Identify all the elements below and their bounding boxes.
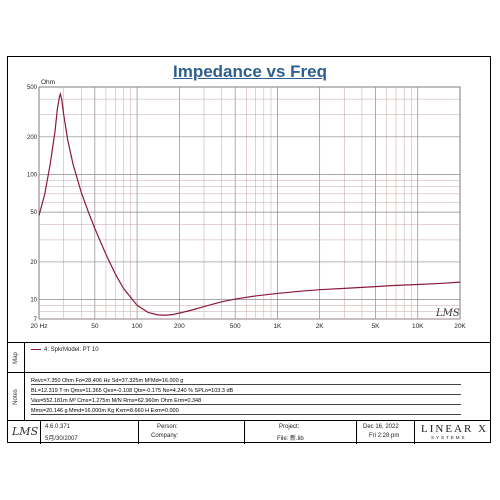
legend-entry: 4: SpkrModel: PT 10 [31, 347, 99, 353]
x-tick-label: 200 [174, 323, 185, 330]
footer-brand-sub: SYSTEMS [431, 435, 467, 440]
footer-version-date: 5月/30/2007 [45, 436, 78, 442]
y-tick-label: 50 [30, 210, 37, 216]
plot-lms-logo: LMS [435, 308, 460, 319]
x-tick-label: 20K [454, 323, 466, 330]
chart-title: Impedance vs Freq [172, 62, 327, 81]
map-label-text: Map [12, 351, 19, 364]
note-line: Revc=7.350 Ohm Fo=28.406 Hz Sd=37.325m M… [31, 378, 461, 385]
footer-date-cell: Dec 16, 2022 Fri 2:28 pm [357, 421, 415, 444]
footer-version-cell: 4.6.0.371 5月/30/2007 [41, 421, 139, 444]
map-side-label: Map [7, 343, 25, 372]
footer-brand-cell: LINEAR X SYSTEMS [415, 421, 491, 444]
footer-panel: LMS 4.6.0.371 5月/30/2007 Person: Company… [7, 420, 491, 444]
note-line: Vas=552.181m M³ Cms=1.275m M/N Rms=62.96… [31, 398, 461, 405]
footer-project-cell: Project: File: 新.lib [245, 421, 357, 444]
y-tick-label: 500 [27, 85, 38, 91]
x-tick-label: 50 [91, 323, 99, 330]
footer-logo-cell: LMS [7, 421, 41, 444]
footer-file-label: File: 新.lib [277, 436, 304, 442]
footer-company-label: Company: [151, 433, 179, 439]
footer-brand: LINEAR X [421, 423, 489, 435]
footer-person-cell: Person: Company: [139, 421, 245, 444]
y-tick-label: 20 [30, 260, 37, 266]
notes-side-label: Notes [7, 373, 25, 420]
y-tick-label: 200 [27, 135, 38, 141]
footer-date: Dec 16, 2022 [363, 424, 399, 430]
x-tick-label: 10K [412, 323, 424, 330]
footer-lms-logo: LMS [12, 425, 39, 438]
footer-version: 4.6.0.371 [45, 424, 71, 430]
y-tick-label: 100 [27, 172, 38, 178]
footer-time: Fri 2:28 pm [369, 433, 400, 439]
notes-label-text: Notes [12, 388, 19, 405]
x-tick-label: 100 [132, 323, 143, 330]
footer-project-label: Project: [279, 424, 300, 430]
x-tick-label: 2K [316, 323, 325, 330]
note-line: Mms=20.146 g Mmd=16.000m Kg Kxm=8.660 H … [31, 408, 461, 415]
notes-panel: Notes Revc=7.350 Ohm Fo=28.406 Hz Sd=37.… [7, 372, 491, 420]
x-tick-label: 5K [372, 323, 381, 330]
legend-entry-label: 4: SpkrModel: PT 10 [44, 347, 99, 353]
x-tick-label: 500 [230, 323, 241, 330]
y-axis-label: Ohm [41, 79, 55, 86]
impedance-series-line [38, 91, 461, 316]
y-tick-label: 10 [30, 298, 37, 304]
footer-person-label: Person: [157, 424, 178, 430]
x-tick-label: 1K [273, 323, 282, 330]
y-tick-label: 7 [34, 317, 38, 323]
x-tick-label: 20 Hz [31, 323, 48, 330]
plot-area [38, 86, 461, 320]
note-line: BL=12.319 T·m Qms=11.365 Qes=-0.108 Qts=… [31, 388, 461, 395]
legend-swatch [31, 348, 41, 350]
legend-panel: Map 4: SpkrModel: PT 10 [7, 342, 491, 372]
